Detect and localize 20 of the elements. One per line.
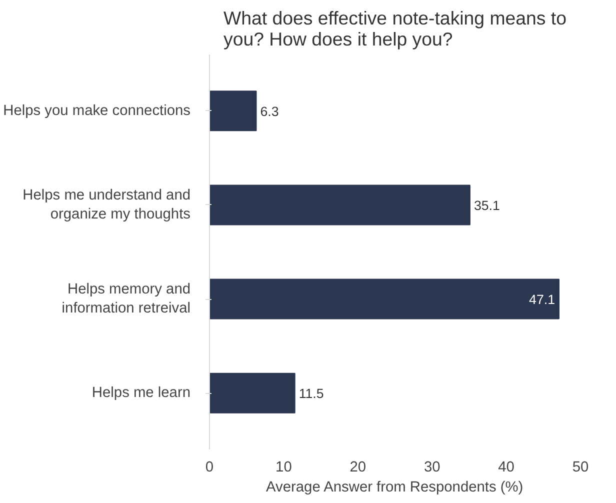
bar [210,278,560,320]
y-tick-label: Helps me learn [92,385,191,402]
y-tick-label: Helps you make connections [3,102,191,119]
x-tick-label: 0 [205,460,214,476]
data-label: 35.1 [474,198,500,213]
x-tick-label: 50 [572,460,589,476]
data-label: 47.1 [529,292,555,308]
x-tick-label: 20 [350,460,366,476]
data-label: 11.5 [298,386,324,402]
bar [210,90,257,132]
x-tick-label: 40 [498,460,514,476]
bar [210,372,296,414]
y-tick-label: Helps memory and information retreival [62,281,191,317]
x-tick-label: 10 [276,460,292,476]
data-label: 6.3 [260,104,279,119]
y-tick-label: Helps me understand and organize my thoughts [22,187,191,223]
bar [210,184,470,226]
chart-title: What does effective note-taking means to you? How does it help you? [224,8,566,50]
x-axis-title: Average Answer from Respondents (%) [266,480,524,496]
x-tick-label: 30 [424,460,440,476]
